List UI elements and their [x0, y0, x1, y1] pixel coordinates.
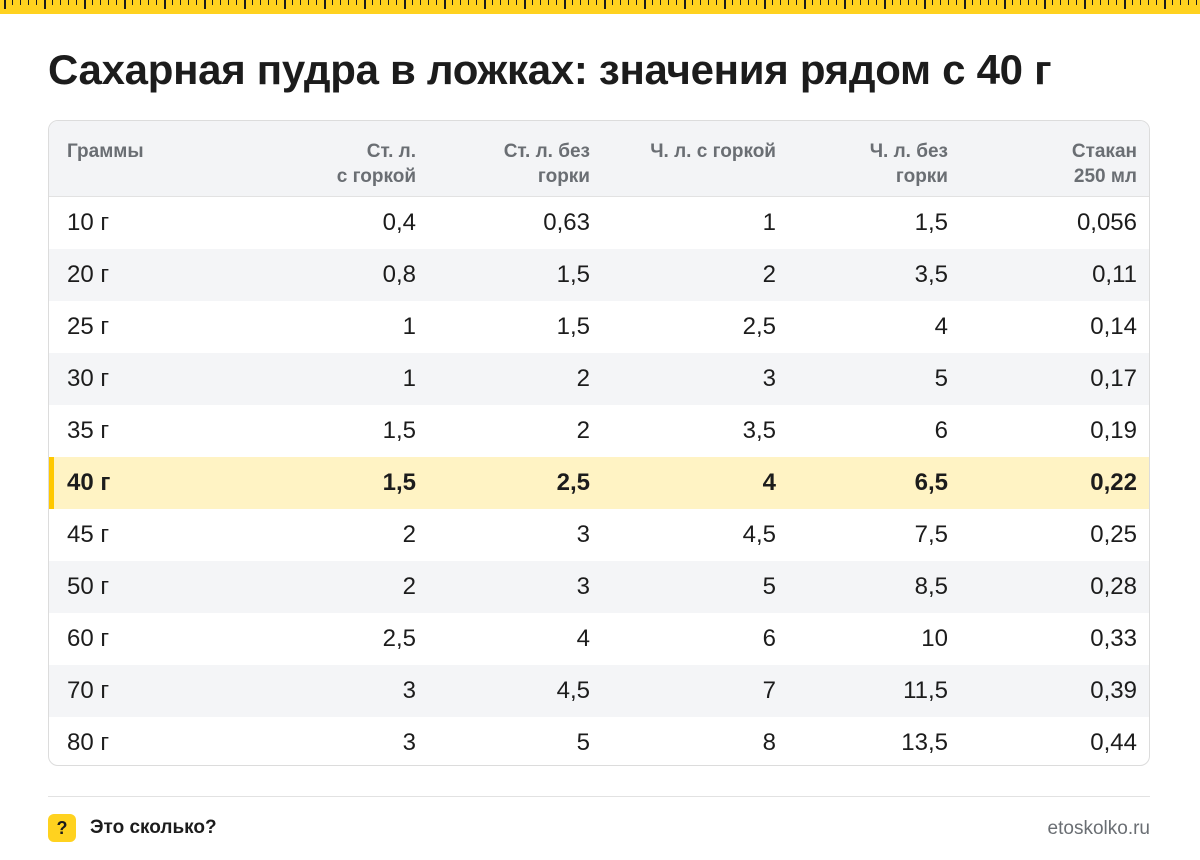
cell-glass: 0,33 [1090, 625, 1137, 652]
site-url: etoskolko.ru [1047, 818, 1150, 839]
table-row: 25 г 1 1,5 2,5 4 0,14 [49, 301, 1149, 353]
table-header: Граммы Ст. л. с горкой Ст. л. без горки Ч.… [49, 121, 1149, 197]
cell-tsp-heaped: 3,5 [742, 417, 776, 444]
cell-glass: 0,14 [1090, 313, 1137, 340]
cell-tbsp-heaped: 0,4 [382, 209, 416, 236]
cell-grams: 30 г [67, 365, 110, 392]
table-row: 20 г 0,8 1,5 2 3,5 0,11 [49, 249, 1149, 301]
cell-tbsp-level: 2,5 [556, 469, 590, 496]
cell-tbsp-heaped: 3 [402, 729, 416, 756]
cell-tsp-heaped: 2 [762, 261, 776, 288]
header-tbsp-heaped: Ст. л. с горкой [336, 141, 416, 187]
cell-tbsp-level: 2 [576, 417, 590, 444]
cell-tsp-level: 6 [934, 417, 948, 444]
cell-tbsp-level: 3 [576, 521, 590, 548]
header-tbsp-level: Ст. л. без горки [503, 141, 590, 187]
cell-grams: 45 г [67, 521, 110, 548]
cell-grams: 20 г [67, 261, 110, 288]
cell-tbsp-level: 4 [576, 625, 590, 652]
table-row: 50 г 2 3 5 8,5 0,28 [49, 561, 1149, 613]
cell-glass: 0,19 [1090, 417, 1137, 444]
cell-tsp-level: 8,5 [914, 573, 948, 600]
cell-grams: 50 г [67, 573, 110, 600]
cell-grams: 80 г [67, 729, 110, 756]
cell-tsp-heaped: 8 [762, 729, 776, 756]
cell-grams: 10 г [67, 209, 110, 236]
cell-glass: 0,25 [1090, 521, 1137, 548]
question-icon: ? [48, 814, 76, 842]
cell-grams: 40 г [67, 469, 111, 496]
cell-tsp-level: 11,5 [903, 677, 948, 704]
cell-glass: 0,28 [1090, 573, 1137, 600]
cell-glass: 0,22 [1090, 469, 1137, 496]
cell-glass: 0,17 [1090, 365, 1137, 392]
cell-tsp-level: 7,5 [914, 521, 948, 548]
cell-tbsp-level: 4,5 [556, 677, 590, 704]
header-tsp-heaped: Ч. л. с горкой [650, 141, 776, 162]
table-row: 80 г 3 5 8 13,5 0,44 [49, 717, 1149, 765]
table-row: 60 г 2,5 4 6 10 0,33 [49, 613, 1149, 665]
cell-glass: 0,39 [1090, 677, 1137, 704]
cell-grams: 60 г [67, 625, 110, 652]
cell-tsp-heaped: 4,5 [742, 521, 776, 548]
cell-tbsp-level: 1,5 [556, 313, 590, 340]
cell-tsp-heaped: 4 [762, 469, 776, 496]
header-grams: Граммы [67, 141, 144, 162]
cell-grams: 35 г [67, 417, 110, 444]
cell-tbsp-heaped: 2 [402, 573, 416, 600]
table-row: 30 г 1 2 3 5 0,17 [49, 353, 1149, 405]
cell-glass: 0,44 [1090, 729, 1137, 756]
cell-tsp-level: 3,5 [914, 261, 948, 288]
cell-tsp-heaped: 6 [762, 625, 776, 652]
cell-glass: 0,11 [1092, 261, 1137, 288]
cell-tbsp-level: 3 [576, 573, 590, 600]
table-row: 35 г 1,5 2 3,5 6 0,19 [49, 405, 1149, 457]
cell-tbsp-level: 5 [576, 729, 590, 756]
cell-tbsp-heaped: 3 [402, 677, 416, 704]
cell-glass: 0,056 [1076, 209, 1137, 236]
table-row: 70 г 3 4,5 7 11,5 0,39 [49, 665, 1149, 717]
cell-grams: 25 г [67, 313, 110, 340]
cell-tsp-heaped: 7 [762, 677, 776, 704]
footer-divider [48, 796, 1150, 797]
table-row-highlighted: 40 г 1,5 2,5 4 6,5 0,22 [49, 457, 1149, 509]
table-row: 45 г 2 3 4,5 7,5 0,25 [49, 509, 1149, 561]
cell-tsp-level: 4 [934, 313, 948, 340]
cell-tbsp-heaped: 0,8 [382, 261, 416, 288]
brand-name: Это сколько? [90, 817, 217, 838]
cell-tbsp-heaped: 1 [402, 313, 416, 340]
cell-tbsp-heaped: 1,5 [382, 417, 416, 444]
cell-tsp-level: 5 [934, 365, 948, 392]
cell-tbsp-level: 2 [576, 365, 590, 392]
cell-tbsp-level: 0,63 [543, 209, 590, 236]
cell-tsp-level: 6,5 [914, 469, 948, 496]
header-tsp-level: Ч. л. без горки [869, 141, 948, 187]
cell-tbsp-heaped: 2,5 [382, 625, 416, 652]
table-row: 10 г 0,4 0,63 1 1,5 0,056 [49, 197, 1149, 249]
cell-tsp-heaped: 3 [762, 365, 776, 392]
cell-grams: 70 г [67, 677, 110, 704]
cell-tsp-level: 10 [921, 625, 948, 652]
conversion-table: Граммы Ст. л. с горкой Ст. л. без горки Ч.… [48, 120, 1150, 766]
cell-tsp-level: 13,5 [901, 729, 948, 756]
page-title: Сахарная пудра в ложках: значения рядом … [48, 46, 1052, 93]
cell-tsp-heaped: 5 [762, 573, 776, 600]
table-body: 10 г 0,4 0,63 1 1,5 0,056 20 г 0,8 1,5 2 3,5 0,11 25… [49, 197, 1149, 765]
ruler-strip [0, 0, 1200, 14]
brand-block: ? Это сколько? [48, 814, 217, 842]
cell-tsp-heaped: 2,5 [742, 313, 776, 340]
cell-tbsp-level: 1,5 [556, 261, 590, 288]
header-glass: Стакан 250 мл [1071, 141, 1137, 187]
cell-tbsp-heaped: 2 [402, 521, 416, 548]
cell-tbsp-heaped: 1,5 [382, 469, 416, 496]
cell-tbsp-heaped: 1 [402, 365, 416, 392]
cell-tsp-heaped: 1 [762, 209, 776, 236]
cell-tsp-level: 1,5 [914, 209, 948, 236]
